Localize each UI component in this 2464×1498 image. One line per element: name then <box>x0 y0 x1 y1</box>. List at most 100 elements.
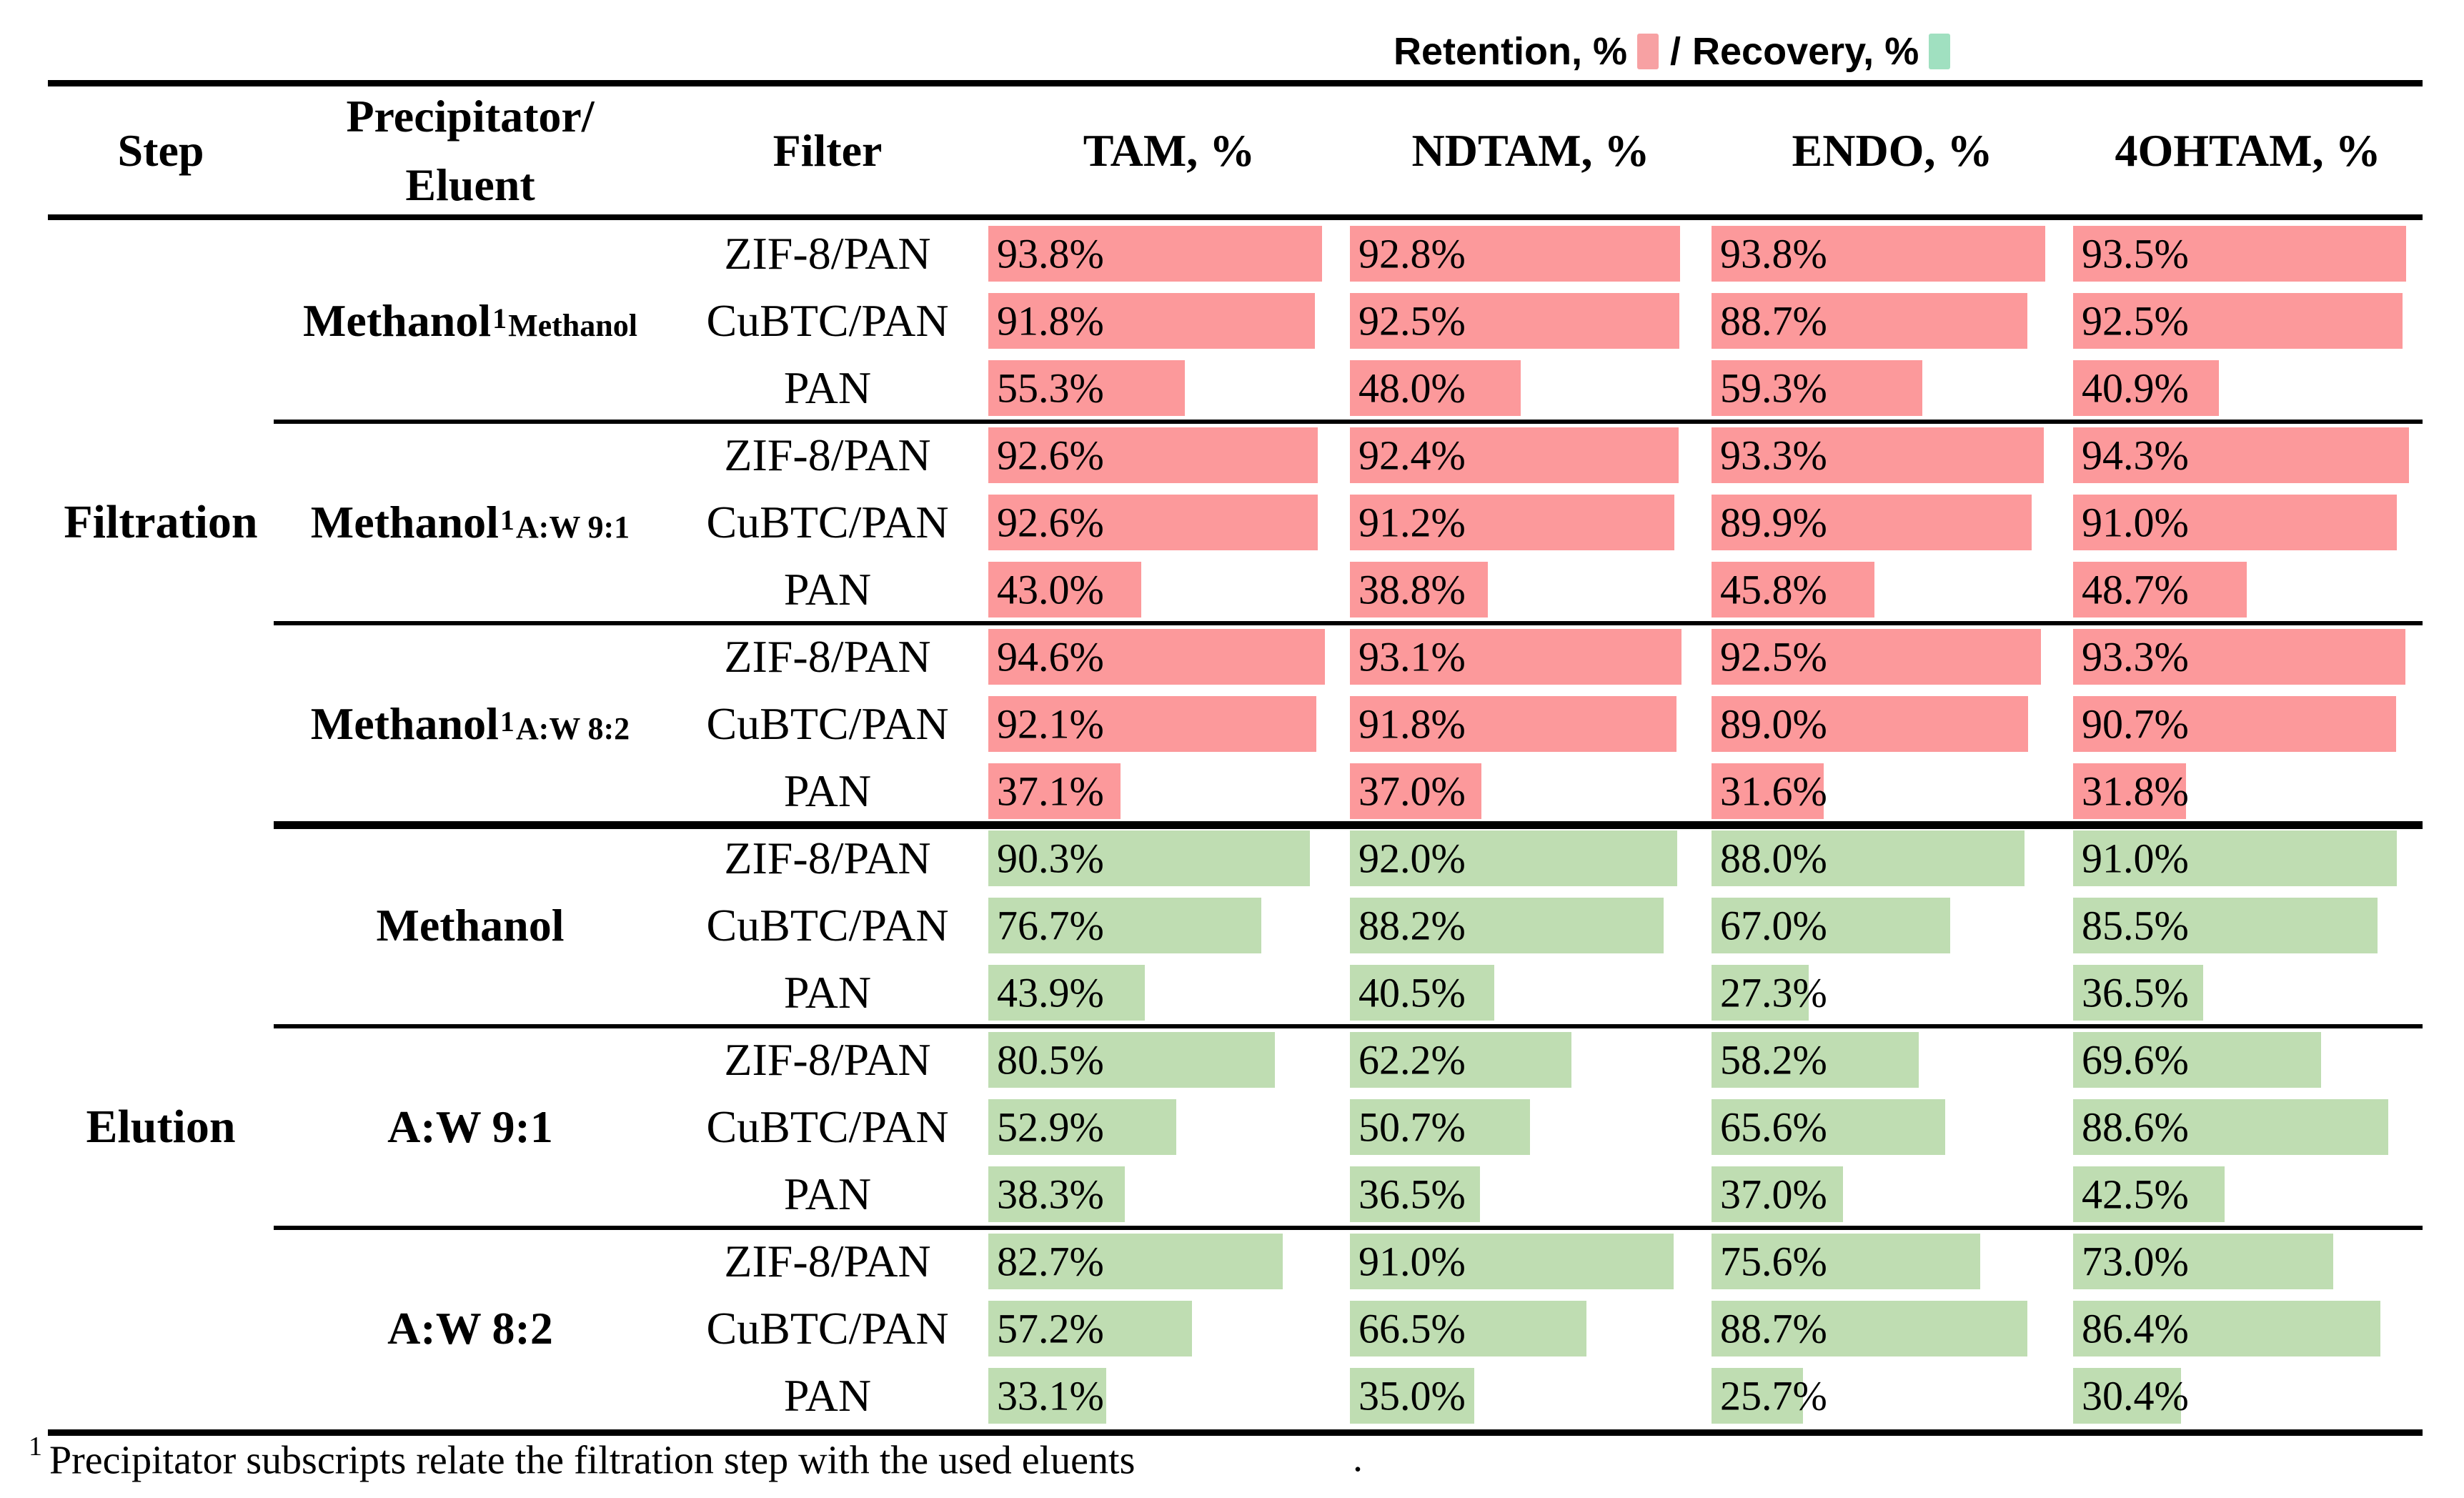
recovery-bar <box>988 1032 1275 1088</box>
header-precipitator-line2: Eluent <box>405 159 535 210</box>
value-cell: 66.5% <box>1350 1295 1712 1362</box>
retention-bar <box>2073 562 2247 617</box>
table-row: PAN 38.3% 36.5% 37.0% 42.5% <box>667 1161 2423 1228</box>
value-label: 43.9% <box>997 969 1104 1016</box>
value-cell: 93.1% <box>1350 623 1712 690</box>
value-label: 92.0% <box>1358 835 1466 882</box>
step-label: Elution <box>86 1101 236 1153</box>
eluent-group: A:W 9:1 ZIF-8/PAN 80.5% 62.2% 58.2% 69.6% CuBT… <box>48 1026 2423 1228</box>
retention-swatch-icon <box>1637 34 1659 69</box>
filter-cell: ZIF-8/PAN <box>724 228 931 279</box>
value-label: 27.3% <box>1720 969 1827 1016</box>
retention-bar <box>1712 427 2044 483</box>
retention-bar <box>988 293 1316 349</box>
retention-bar <box>988 562 1142 617</box>
eluent-superscript: 1 <box>500 705 515 738</box>
value-label: 66.5% <box>1358 1305 1466 1352</box>
value-label: 59.3% <box>1720 364 1827 412</box>
recovery-bar <box>1712 830 2025 886</box>
retention-bar <box>988 226 1323 282</box>
footnote: 1 Precipitator subscripts relate the filt… <box>29 1432 1135 1484</box>
value-label: 90.3% <box>997 835 1104 882</box>
filter-cell: PAN <box>783 765 872 816</box>
recovery-bar <box>1350 1032 1571 1088</box>
value-cell: 93.3% <box>1712 422 2073 489</box>
header-rule <box>48 214 2423 220</box>
table-row: CuBTC/PAN 92.1% 91.8% 89.0% 90.7% <box>667 690 2423 758</box>
value-label: 88.0% <box>1720 835 1827 882</box>
filter-cell: ZIF-8/PAN <box>724 1034 931 1085</box>
retention-bar <box>1712 495 2032 550</box>
eluent-group: Methanol 1 A:W 9:1 ZIF-8/PAN 92.6% 92.4% 93.3%… <box>48 422 2423 623</box>
filter-cell: CuBTC/PAN <box>706 900 949 951</box>
recovery-bar <box>1712 898 1950 953</box>
header-tam: TAM, % <box>1083 124 1256 176</box>
value-label: 36.5% <box>1358 1171 1466 1218</box>
value-cell: 59.3% <box>1712 354 2073 422</box>
value-cell: 42.5% <box>2073 1161 2423 1228</box>
table-row: CuBTC/PAN 92.6% 91.2% 89.9% 91.0% <box>667 489 2423 556</box>
value-label: 91.0% <box>2082 499 2189 546</box>
value-label: 91.8% <box>1358 700 1466 748</box>
recovery-bar <box>2073 830 2398 886</box>
table-row: PAN 43.0% 38.8% 45.8% 48.7% <box>667 556 2423 623</box>
retention-bar <box>988 763 1121 819</box>
eluent-main: Methanol <box>376 900 565 951</box>
retention-bar <box>988 495 1318 550</box>
value-label: 93.5% <box>2082 230 2189 277</box>
value-cell: 82.7% <box>988 1228 1350 1295</box>
recovery-bar <box>1350 898 1664 953</box>
table-row: ZIF-8/PAN 82.7% 91.0% 75.6% 73.0% <box>667 1228 2423 1295</box>
value-cell: 80.5% <box>988 1026 1350 1093</box>
value-label: 73.0% <box>2082 1238 2189 1285</box>
eluent-label: Methanol 1 Methanol <box>274 220 667 422</box>
value-cell: 86.4% <box>2073 1295 2423 1362</box>
recovery-bar <box>988 1301 1192 1356</box>
value-label: 92.6% <box>997 432 1104 479</box>
value-label: 30.4% <box>2082 1372 2189 1419</box>
value-cell: 93.5% <box>2073 220 2423 287</box>
value-label: 93.3% <box>2082 633 2189 680</box>
retention-bar <box>1350 293 1679 349</box>
recovery-bar <box>2073 1032 2321 1088</box>
recovery-bar <box>2073 1301 2381 1356</box>
value-label: 93.1% <box>1358 633 1466 680</box>
eluent-superscript: 1 <box>500 503 515 536</box>
legend-retention-label: Retention, % <box>1394 30 1628 73</box>
value-cell: 50.7% <box>1350 1093 1712 1161</box>
table-row: ZIF-8/PAN 93.8% 92.8% 93.8% 93.5% <box>667 220 2423 287</box>
value-label: 85.5% <box>2082 902 2189 949</box>
legend-recovery-label: Recovery, % <box>1692 30 1919 73</box>
retention-bar <box>2073 696 2396 752</box>
filter-cell: ZIF-8/PAN <box>724 430 931 480</box>
recovery-bar <box>1350 1368 1475 1424</box>
value-cell: 43.9% <box>988 959 1350 1026</box>
value-cell: 88.7% <box>1712 1295 2073 1362</box>
retention-bar <box>988 427 1318 483</box>
retention-bar <box>1350 562 1489 617</box>
value-cell: 40.5% <box>1350 959 1712 1026</box>
header-endo: ENDO, % <box>1792 124 1993 176</box>
value-label: 93.3% <box>1720 432 1827 479</box>
retention-bar <box>1712 629 2041 685</box>
filter-cell: PAN <box>783 362 872 413</box>
value-cell: 69.6% <box>2073 1026 2423 1093</box>
table-row: CuBTC/PAN 52.9% 50.7% 65.6% 88.6% <box>667 1093 2423 1161</box>
value-cell: 27.3% <box>1712 959 2073 1026</box>
value-cell: 89.9% <box>1712 489 2073 556</box>
value-cell: 30.4% <box>2073 1362 2423 1429</box>
eluent-label: A:W 8:2 <box>274 1228 667 1429</box>
retention-bar <box>988 360 1186 416</box>
eluent-label: A:W 9:1 <box>274 1026 667 1228</box>
recovery-bar <box>2073 1368 2182 1424</box>
value-label: 40.9% <box>2082 364 2189 412</box>
recovery-bar <box>1712 1099 1945 1155</box>
table-row: ZIF-8/PAN 80.5% 62.2% 58.2% 69.6% <box>667 1026 2423 1093</box>
retention-bar <box>2073 629 2405 685</box>
retention-bar <box>988 696 1316 752</box>
eluent-label: Methanol <box>274 825 667 1026</box>
table-row: PAN 33.1% 35.0% 25.7% 30.4% <box>667 1362 2423 1429</box>
value-label: 92.5% <box>2082 297 2189 344</box>
value-cell: 57.2% <box>988 1295 1350 1362</box>
filter-cell: CuBTC/PAN <box>706 1303 949 1354</box>
